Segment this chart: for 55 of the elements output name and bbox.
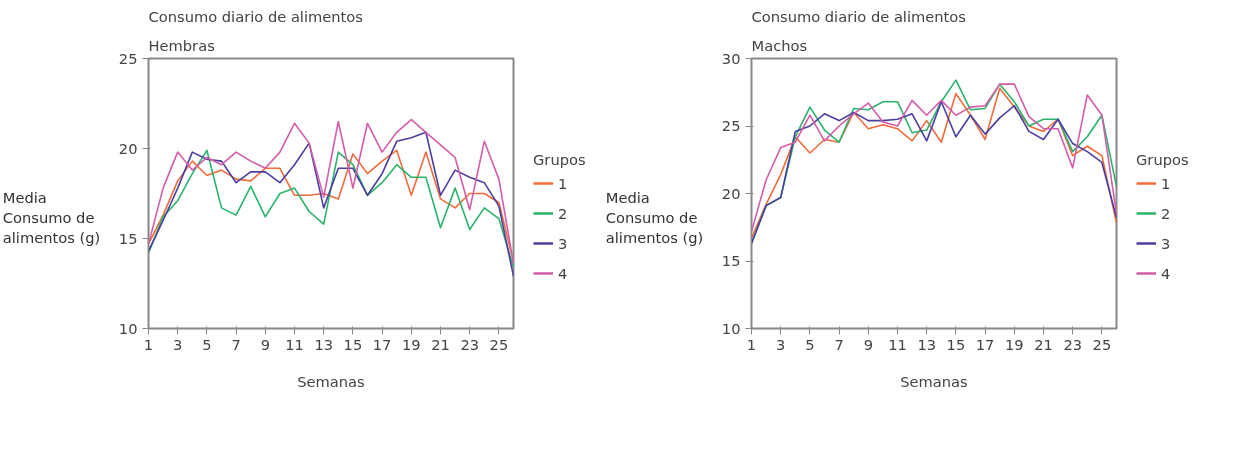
legend-label: 2 [558,204,569,222]
y-axis-title: Media Consumo de alimentos (g) [605,188,704,247]
x-tick-label: 5 [202,335,212,353]
y-axis-title: Media Consumo de alimentos (g) [2,188,101,247]
x-tick-label: 7 [231,335,241,353]
line-series [148,118,514,265]
legend-label: 3 [558,234,569,252]
x-tick-label: 21 [1034,335,1053,353]
x-tick-label: 21 [431,335,450,353]
x-tick-label: 3 [776,335,786,353]
x-tick-label: 11 [285,335,304,353]
x-tick-label: 3 [173,335,183,353]
y-tick-label: 25 [118,49,138,67]
x-tick-label: 15 [343,335,363,353]
legend-label: 4 [558,264,569,282]
line-series [148,131,514,278]
x-tick-label: 17 [975,335,995,353]
x-tick-label: 25 [1092,335,1112,353]
x-tick-label: 23 [1063,335,1083,353]
x-tick-label: 13 [314,335,334,353]
y-tick-label: 10 [721,319,741,337]
x-tick-label: 17 [372,335,392,353]
x-tick-label: 15 [946,335,966,353]
y-tick-label: 30 [721,49,741,67]
y-tick-label: 15 [721,252,741,269]
legend-label: 1 [1161,174,1172,192]
chart-subtitle: Machos [751,36,808,54]
chart-subtitle: Hembras [148,36,215,54]
x-tick-label: 7 [834,335,844,353]
legend-title: Grupos [533,151,586,168]
y-tick-label: 25 [721,117,741,134]
x-tick-label: 25 [489,335,509,353]
x-tick-label: 11 [888,335,907,353]
x-tick-label: 23 [460,335,480,353]
x-axis-title: Semanas [297,372,365,390]
x-tick-label: 13 [917,335,937,353]
chart-title: Consumo diario de alimentos [751,7,966,25]
x-tick-label: 1 [746,335,757,353]
x-tick-label: 5 [805,335,815,353]
x-tick-label: 19 [1004,335,1024,353]
legend-label: 4 [1161,264,1172,282]
x-tick-label: 1 [143,335,154,353]
legend-label: 3 [1161,234,1172,252]
legend-label: 1 [558,174,569,192]
legend-label: 2 [1161,204,1172,222]
chart-title: Consumo diario de alimentos [148,7,363,25]
x-axis-title: Semanas [900,372,968,390]
x-tick-label: 9 [863,335,873,353]
y-tick-label: 20 [721,184,741,202]
x-tick-label: 9 [260,335,270,353]
y-tick-label: 20 [118,139,138,157]
x-tick-label: 19 [401,335,421,353]
legend-title: Grupos [1136,151,1189,168]
y-tick-label: 15 [118,229,138,247]
y-tick-label: 10 [118,319,138,337]
